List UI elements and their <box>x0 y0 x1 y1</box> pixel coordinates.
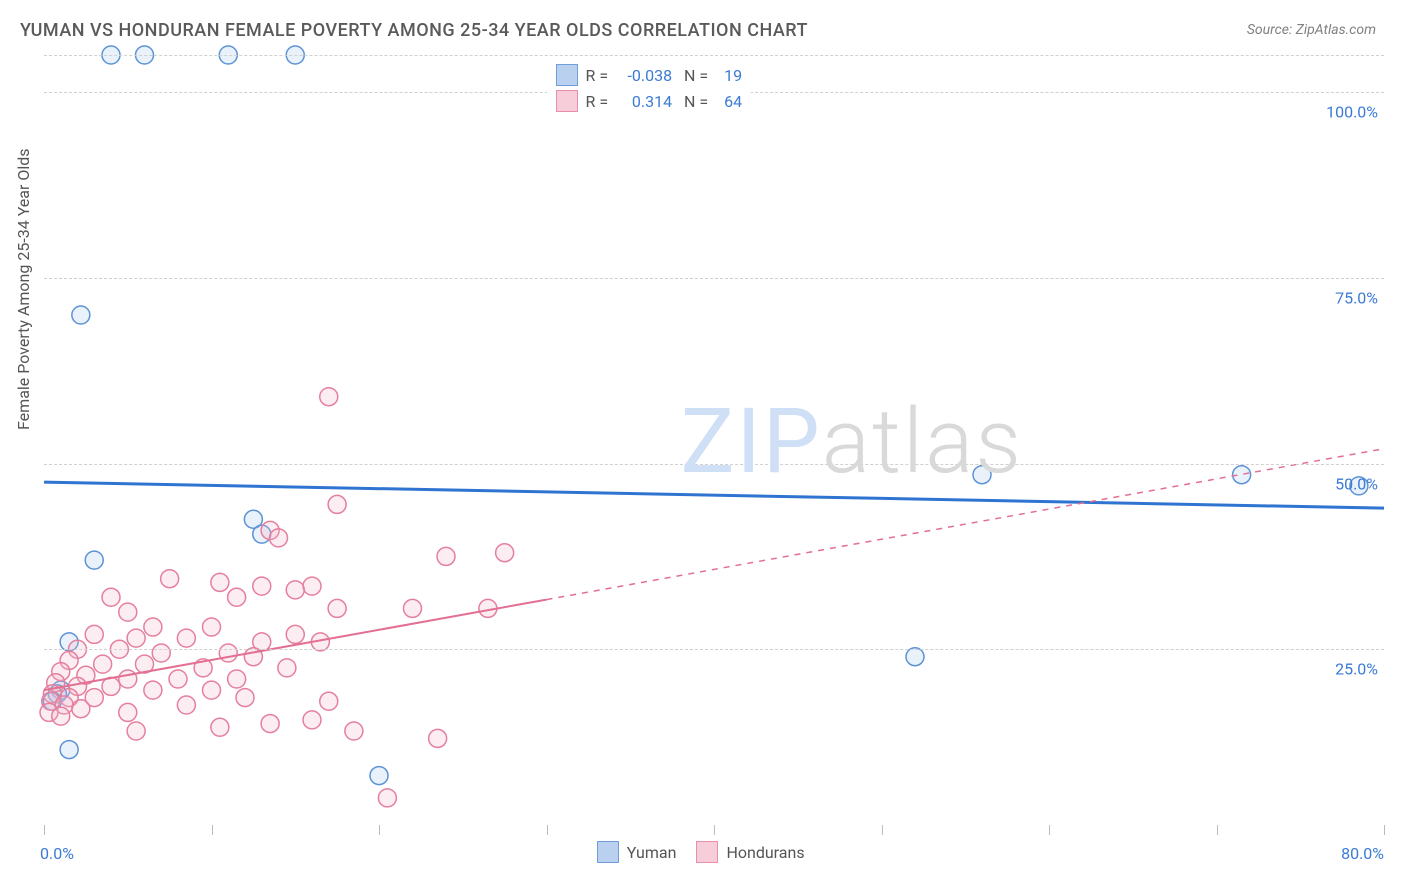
x-tick <box>212 825 213 835</box>
x-tick <box>547 825 548 835</box>
series-legend-item: Hondurans <box>696 841 804 863</box>
y-tick-label: 100.0% <box>1326 103 1378 122</box>
legend-stats: R = -0.038 N = 19 <box>586 66 743 85</box>
scatter-point <box>261 715 279 733</box>
trend-line-dashed <box>547 449 1385 600</box>
scatter-point <box>496 544 514 562</box>
scatter-point <box>437 547 455 565</box>
scatter-point <box>127 722 145 740</box>
scatter-point <box>152 644 170 662</box>
gridline <box>44 55 1384 56</box>
legend-swatch <box>556 90 578 112</box>
scatter-point <box>1233 466 1251 484</box>
scatter-point <box>85 625 103 643</box>
x-tick <box>714 825 715 835</box>
scatter-point <box>328 599 346 617</box>
series-legend-label: Hondurans <box>726 843 804 862</box>
scatter-point <box>169 670 187 688</box>
gridline <box>44 464 1384 465</box>
x-tick <box>1384 825 1385 835</box>
scatter-point <box>303 711 321 729</box>
x-tick <box>1217 825 1218 835</box>
series-legend: Yuman Hondurans <box>597 841 805 863</box>
scatter-point <box>211 573 229 591</box>
scatter-point <box>127 629 145 647</box>
scatter-point <box>177 696 195 714</box>
x-tick <box>882 825 883 835</box>
correlation-legend-row: R = 0.314 N = 64 <box>556 90 743 112</box>
legend-swatch <box>556 64 578 86</box>
series-legend-label: Yuman <box>627 843 677 862</box>
scatter-point <box>161 570 179 588</box>
scatter-point <box>378 789 396 807</box>
scatter-point <box>345 722 363 740</box>
y-axis-title: Female Poverty Among 25-34 Year Olds <box>14 148 33 430</box>
y-tick-label: 25.0% <box>1335 660 1378 679</box>
scatter-point <box>119 703 137 721</box>
y-tick-label: 50.0% <box>1335 474 1378 493</box>
y-tick-label: 75.0% <box>1335 288 1378 307</box>
scatter-point <box>203 618 221 636</box>
scatter-point <box>52 707 70 725</box>
scatter-point <box>236 689 254 707</box>
plot-svg <box>44 55 1384 835</box>
x-tick <box>1049 825 1050 835</box>
scatter-point <box>328 495 346 513</box>
scatter-point <box>102 588 120 606</box>
scatter-point <box>270 529 288 547</box>
scatter-point <box>404 599 422 617</box>
x-tick <box>44 825 45 835</box>
scatter-point <box>429 729 447 747</box>
trend-line-solid <box>44 482 1384 508</box>
scatter-point <box>228 588 246 606</box>
scatter-point <box>72 700 90 718</box>
scatter-point <box>320 692 338 710</box>
scatter-point <box>973 466 991 484</box>
legend-swatch <box>696 841 718 863</box>
x-tick <box>379 825 380 835</box>
scatter-point <box>370 767 388 785</box>
gridline <box>44 649 1384 650</box>
scatter-point <box>211 718 229 736</box>
gridline <box>44 278 1384 279</box>
scatter-point <box>177 629 195 647</box>
scatter-point <box>85 551 103 569</box>
scatter-point <box>286 581 304 599</box>
scatter-point <box>303 577 321 595</box>
correlation-legend-row: R = -0.038 N = 19 <box>556 64 743 86</box>
series-legend-item: Yuman <box>597 841 677 863</box>
scatter-point <box>60 741 78 759</box>
scatter-point <box>253 577 271 595</box>
x-tick-label: 0.0% <box>40 844 74 863</box>
scatter-point <box>72 306 90 324</box>
scatter-point <box>144 681 162 699</box>
scatter-point <box>203 681 221 699</box>
legend-swatch <box>597 841 619 863</box>
scatter-point <box>144 618 162 636</box>
scatter-point <box>286 625 304 643</box>
x-tick-label: 80.0% <box>1341 844 1384 863</box>
scatter-point <box>228 670 246 688</box>
correlation-legend: R = -0.038 N = 19 R = 0.314 N = 64 <box>547 59 752 117</box>
scatter-point <box>906 648 924 666</box>
scatter-point <box>278 659 296 677</box>
legend-stats: R = 0.314 N = 64 <box>586 92 743 111</box>
chart-title: YUMAN VS HONDURAN FEMALE POVERTY AMONG 2… <box>20 20 1386 41</box>
scatter-point <box>119 670 137 688</box>
source-label: Source: ZipAtlas.com <box>1247 22 1376 38</box>
scatter-point <box>119 603 137 621</box>
scatter-point <box>320 388 338 406</box>
chart-plot-area: 25.0%50.0%75.0%100.0%0.0%80.0%ZIPatlasR … <box>44 55 1384 835</box>
scatter-point <box>94 655 112 673</box>
scatter-point <box>219 644 237 662</box>
